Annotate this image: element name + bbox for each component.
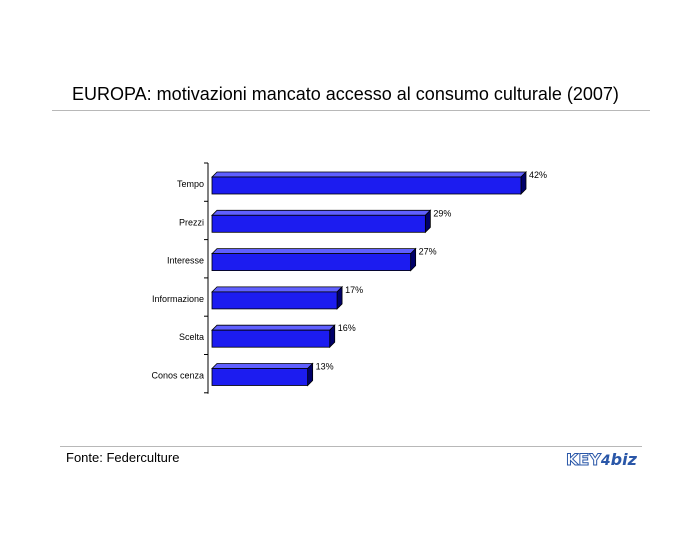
data-label-interesse: 27% xyxy=(419,247,437,257)
bar-conoscenza xyxy=(211,368,309,386)
category-label-conoscenza: Conos cenza xyxy=(151,371,204,381)
footer-divider xyxy=(60,446,642,447)
category-label-prezzi: Prezzi xyxy=(179,217,204,227)
bar-top-interesse xyxy=(211,248,417,255)
bar-scelta xyxy=(211,329,331,348)
category-label-tempo: Tempo xyxy=(177,179,204,189)
bar-top-tempo xyxy=(211,171,527,178)
key4biz-logo: KEY4biz xyxy=(566,450,637,470)
bar-tempo xyxy=(211,176,522,195)
category-label-informazione: Informazione xyxy=(152,294,204,304)
data-label-conoscenza: 13% xyxy=(316,362,334,372)
bar-top-informazione xyxy=(211,286,344,293)
bar-informazione xyxy=(211,291,338,310)
bar-interesse xyxy=(211,253,412,272)
bar-prezzi xyxy=(211,214,426,233)
bar-top-prezzi xyxy=(211,209,432,216)
data-label-scelta: 16% xyxy=(338,323,356,333)
bar-top-conoscenza xyxy=(211,363,314,369)
data-label-prezzi: 29% xyxy=(433,208,451,218)
data-label-informazione: 17% xyxy=(345,285,363,295)
category-label-interesse: Interesse xyxy=(167,256,204,266)
source-note: Fonte: Federculture xyxy=(66,450,180,465)
chart-title: EUROPA: motivazioni mancato accesso al c… xyxy=(72,84,619,104)
bar-top-scelta xyxy=(211,324,336,331)
data-label-tempo: 42% xyxy=(529,170,547,180)
title-divider xyxy=(52,110,650,111)
category-label-scelta: Scelta xyxy=(179,332,204,342)
